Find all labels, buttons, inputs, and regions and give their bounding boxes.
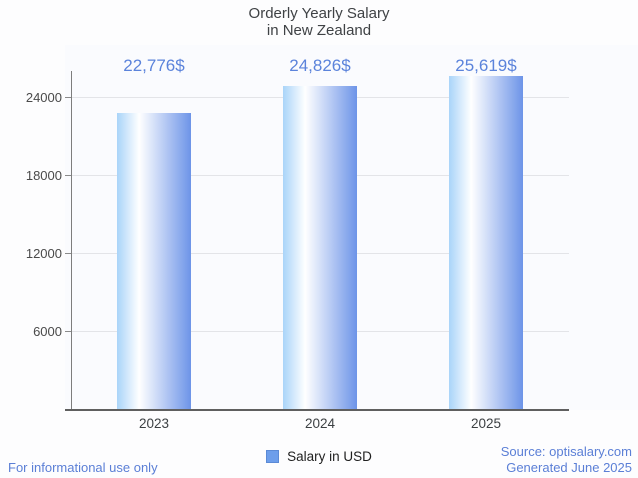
chart-title: Orderly Yearly Salary in New Zealand: [0, 5, 638, 39]
bar: [283, 86, 357, 409]
bar-value-label: 25,619$: [455, 56, 517, 75]
source-block: Source: optisalary.com Generated June 20…: [501, 444, 632, 476]
y-axis-tick: [65, 175, 71, 176]
legend-label: Salary in USD: [287, 449, 372, 464]
y-axis-label: 18000: [25, 168, 62, 183]
bar-value-label: 22,776$: [123, 56, 185, 75]
y-axis-label: 12000: [25, 246, 62, 261]
bar: [449, 76, 523, 409]
y-axis-tick: [65, 97, 71, 98]
y-axis-tick: [65, 331, 71, 332]
legend-swatch-icon: [266, 450, 280, 463]
chart-title-line1: Orderly Yearly Salary: [248, 5, 390, 22]
legend[interactable]: Salary in USD: [0, 449, 638, 464]
y-axis-line: [71, 71, 72, 409]
source-link[interactable]: Source: optisalary.com: [500, 444, 632, 459]
chart-title-line2: in New Zealand: [266, 22, 372, 39]
bar: [117, 113, 191, 409]
x-axis-label: 2025: [470, 416, 502, 431]
x-axis-label: 2023: [138, 416, 170, 431]
x-axis-label: 2024: [304, 416, 336, 431]
y-axis-label: 6000: [33, 324, 62, 339]
disclaimer-text: For informational use only: [8, 460, 158, 475]
bar-value-label: 24,826$: [289, 56, 351, 75]
y-axis-label: 24000: [25, 90, 62, 105]
y-axis-tick: [65, 253, 71, 254]
x-axis-line: [65, 409, 569, 411]
generated-date: Generated June 2025: [506, 460, 632, 475]
